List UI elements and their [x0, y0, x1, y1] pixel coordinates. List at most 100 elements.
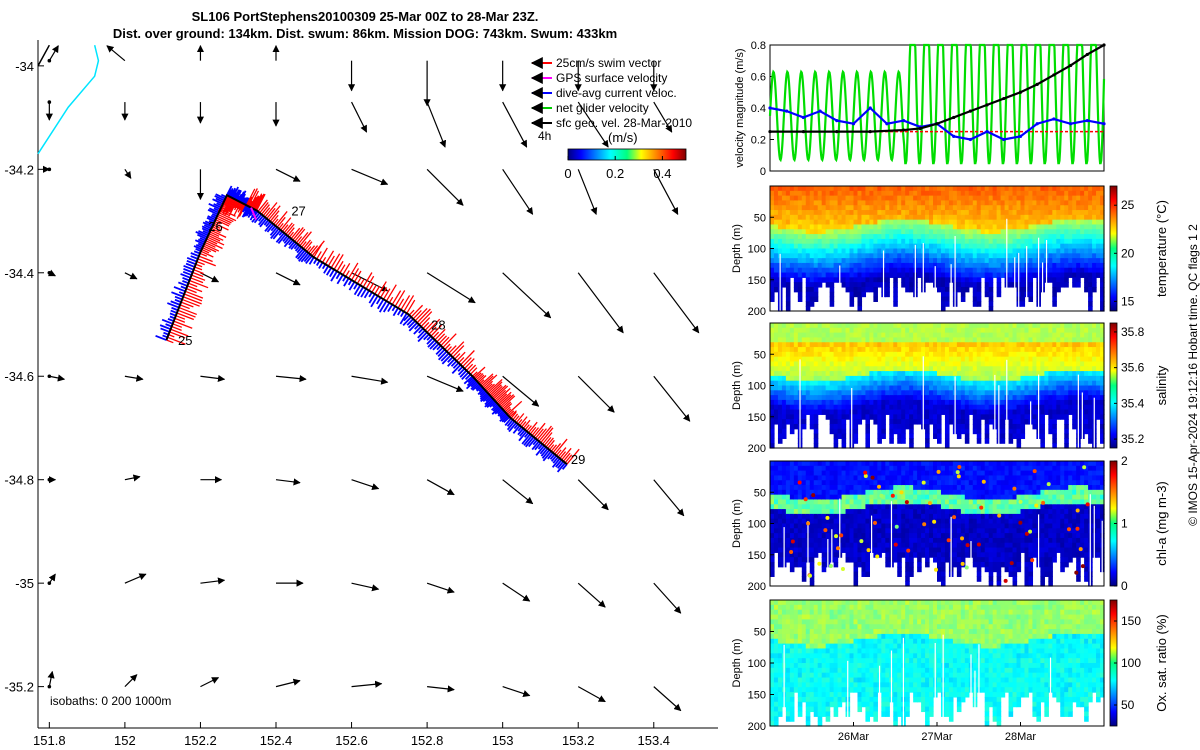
section-cell: [893, 323, 898, 329]
section-cell: [885, 291, 890, 298]
current-vector: [476, 385, 483, 392]
current-vector: [479, 390, 487, 398]
section-cell: [801, 238, 807, 245]
section-cell: [837, 409, 843, 415]
section-cell: [1092, 229, 1097, 235]
section-cell: [1000, 205, 1006, 211]
current-vector: [356, 286, 364, 297]
section-cell: [917, 214, 922, 221]
section-cell: [1040, 409, 1045, 415]
section-cell: [948, 399, 954, 406]
section-cell: [948, 219, 954, 226]
swim-vector: [394, 290, 406, 307]
section-cell: [996, 282, 1002, 288]
section-cell: [829, 243, 835, 250]
section-cell: [857, 371, 863, 377]
dive-avg-velocity-point: [985, 130, 989, 134]
section-cell: [968, 371, 974, 377]
section-cell: [797, 205, 803, 211]
section-cell: [1000, 347, 1006, 353]
map-colorbar-tick-label: 0: [564, 166, 571, 181]
section-cell: [929, 253, 934, 259]
section-cell: [833, 375, 839, 382]
section-cell: [1060, 337, 1065, 343]
section-cell: [873, 380, 878, 387]
section-cell: [937, 243, 942, 250]
section-cell: [1096, 380, 1101, 387]
section-cell: [897, 210, 902, 216]
swim-vector: [339, 264, 346, 274]
track-day-label: 29: [571, 452, 585, 467]
section-cell: [1052, 238, 1057, 245]
section-cell: [893, 286, 898, 293]
section-cell: [1060, 371, 1065, 377]
section-cell: [770, 243, 775, 250]
section-cell: [777, 385, 783, 391]
section-cell: [976, 253, 982, 259]
section-cell: [1072, 371, 1077, 377]
section-cell: [781, 210, 787, 216]
section-cell: [833, 219, 839, 226]
section-cell: [1060, 385, 1065, 391]
section-cell: [1080, 351, 1085, 358]
section-cell: [937, 423, 942, 430]
section-cell: [1096, 190, 1101, 197]
section-cell: [833, 337, 839, 343]
section-cell: [944, 385, 950, 391]
section-cell: [865, 428, 871, 435]
current-vector: [296, 246, 303, 254]
section-cell: [825, 210, 831, 216]
section-cell: [809, 523, 815, 529]
section-cell: [785, 385, 791, 391]
section-cell: [789, 404, 795, 411]
section-cell: [968, 337, 974, 343]
section-cell: [777, 419, 783, 425]
section-cell: [944, 214, 950, 221]
swim-vector: [209, 231, 220, 237]
swim-vector: [489, 384, 502, 396]
section-cell: [1068, 371, 1073, 377]
section-cell: [1072, 361, 1077, 367]
section-cell: [885, 234, 890, 240]
swim-vector: [182, 296, 202, 305]
section-cell: [944, 282, 950, 288]
section-cell: [1080, 267, 1085, 274]
section-cell: [1048, 210, 1053, 216]
swim-vector: [528, 421, 538, 434]
section-cell: [1012, 347, 1018, 353]
section-cell: [1024, 238, 1030, 245]
section-cell: [885, 342, 890, 348]
section-cell: [925, 243, 930, 250]
section-cell: [925, 438, 930, 444]
section-cell: [869, 262, 874, 269]
section-cell: [1044, 385, 1049, 391]
section-cell: [889, 272, 894, 278]
section-cell: [917, 347, 922, 353]
section-cell: [813, 542, 819, 549]
section-cell: [1052, 409, 1057, 415]
section-cell: [1052, 234, 1057, 240]
section-cell: [956, 361, 962, 367]
section-cell: [1044, 219, 1049, 226]
section-cell: [992, 205, 998, 211]
section-cell: [789, 337, 795, 343]
section-cell: [781, 480, 787, 486]
section-cell: [793, 205, 799, 211]
section-cell: [770, 286, 775, 293]
section-cell: [921, 214, 926, 221]
section-cell: [1008, 428, 1014, 435]
section-cell: [1020, 224, 1026, 230]
section-cell: [770, 533, 775, 539]
section-cell: [1088, 438, 1093, 444]
section-cell: [905, 323, 910, 329]
section-cell: [853, 395, 859, 401]
section-cell: [845, 371, 851, 377]
section-cell: [825, 229, 831, 235]
section-cell: [1048, 323, 1053, 329]
section-cell: [849, 243, 855, 250]
section-cell: [1080, 375, 1085, 382]
section-cell: [861, 267, 867, 274]
section-cell: [897, 205, 902, 211]
section-cell: [960, 332, 966, 339]
section-cell: [933, 186, 938, 192]
